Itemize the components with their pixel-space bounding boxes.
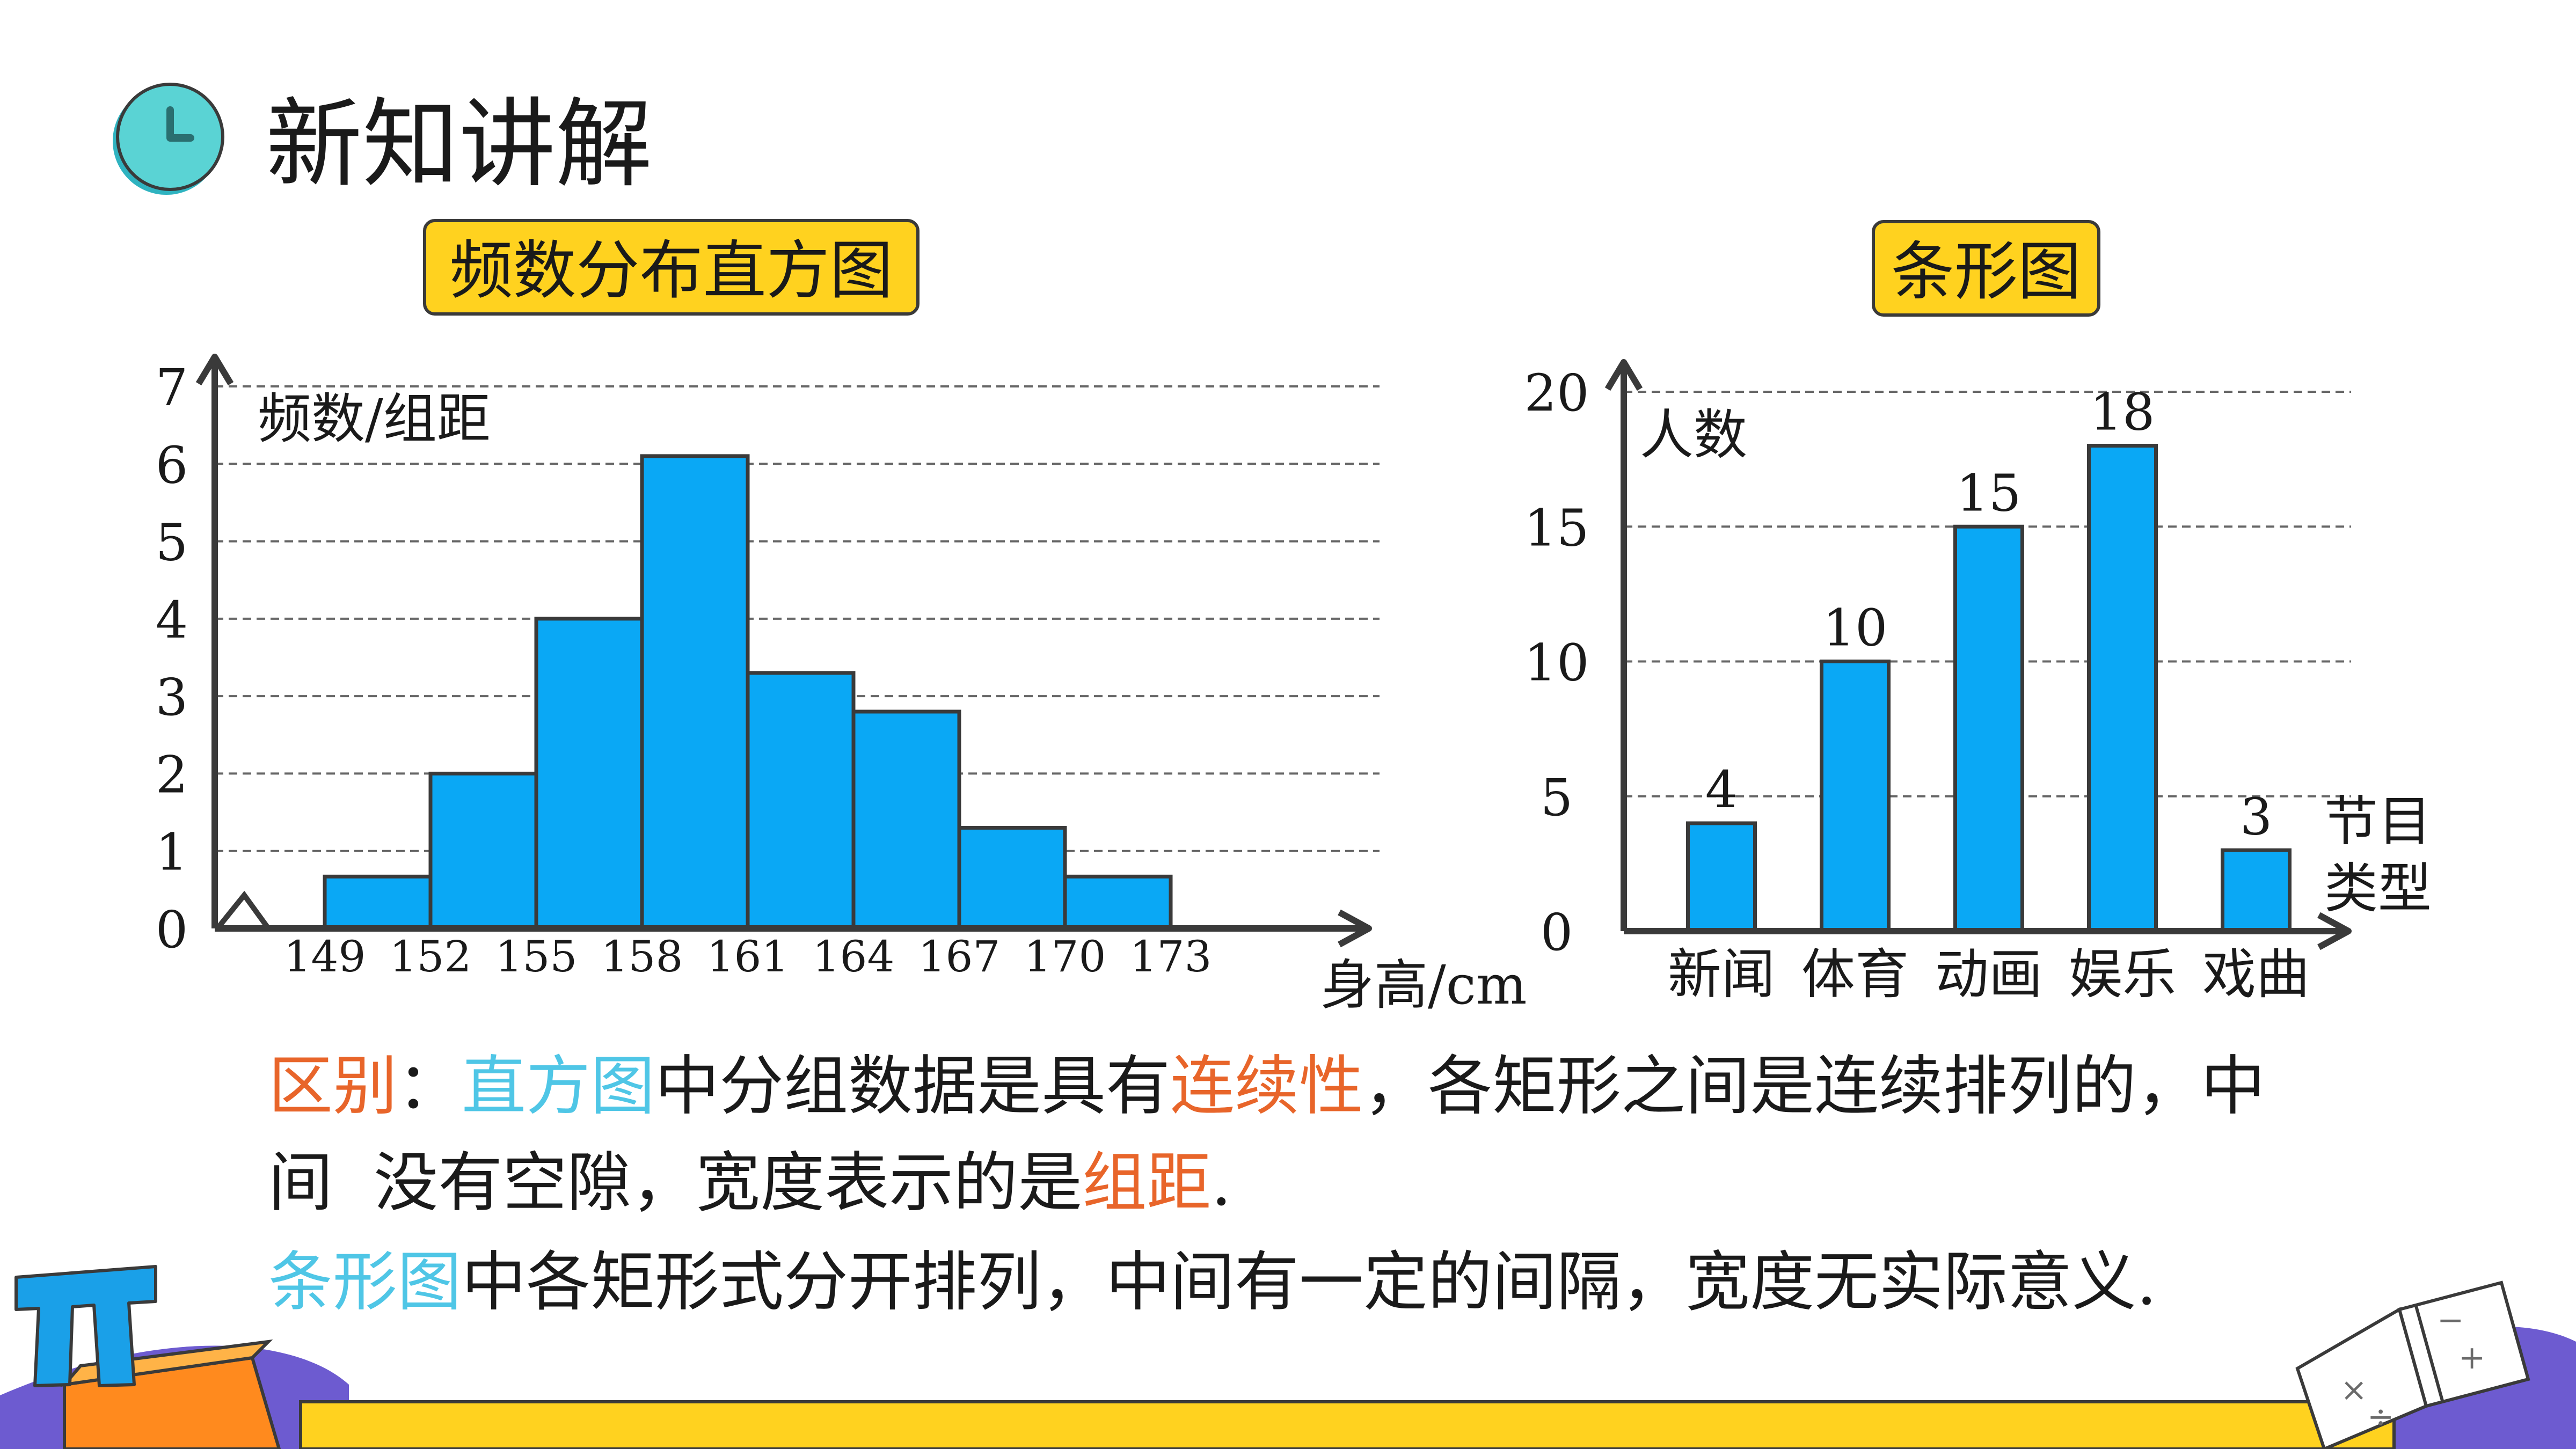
hist-ytick-label: 2 bbox=[156, 745, 188, 804]
bar-data-label: 4 bbox=[1705, 760, 1738, 819]
bar-data-label: 3 bbox=[2240, 787, 2272, 846]
svg-text:−: − bbox=[2437, 1301, 2464, 1339]
bar-ytick-label: 20 bbox=[1524, 364, 1589, 423]
text-segment: 间 没有空隙，宽度表示的是 bbox=[268, 1146, 1083, 1220]
keyword-continuity: 连续性 bbox=[1170, 1049, 1363, 1124]
bar-category-label: 体育 bbox=[1801, 943, 1909, 1006]
bar-chart-tag: 条形图 bbox=[1872, 220, 2100, 317]
keyword-difference: 区别 bbox=[268, 1049, 397, 1124]
keyword-class-width: 组距 bbox=[1082, 1146, 1212, 1220]
bar-ytick-label: 10 bbox=[1524, 634, 1589, 693]
hist-ytick-label: 7 bbox=[156, 358, 188, 418]
bar-ytick-label: 15 bbox=[1524, 499, 1589, 558]
keyword-bar-chart: 条形图 bbox=[268, 1245, 462, 1320]
bottom-decoration bbox=[0, 1326, 2576, 1449]
bar-1 bbox=[1686, 821, 1757, 933]
explanation-line-2: 间 没有空隙，宽度表示的是组距. bbox=[268, 1140, 1231, 1226]
bar-2 bbox=[1820, 660, 1891, 933]
svg-text:÷: ÷ bbox=[2367, 1398, 2394, 1436]
svg-text:+: + bbox=[2458, 1339, 2485, 1377]
explanation-line-1: 区别：直方图中分组数据是具有连续性，各矩形之间是连续排列的，中 bbox=[268, 1044, 2265, 1130]
bar-chart: 4 10 15 18 3 0 5 10 15 20 新闻 体育 动画 娱乐 戏曲 人数 节目 类型 bbox=[1524, 359, 2432, 1006]
hist-ytick-label: 1 bbox=[156, 823, 188, 882]
text-segment: 中各矩形式分开排列，中间有一定的间隔，宽度无实际意义. bbox=[462, 1245, 2157, 1320]
hist-ytick-label: 4 bbox=[156, 591, 188, 650]
hist-xtick-label: 173 bbox=[1130, 932, 1212, 982]
hist-ylabel: 频数/组距 bbox=[258, 387, 491, 450]
bar-xlabel-line2: 类型 bbox=[2324, 857, 2432, 920]
hist-bar bbox=[323, 874, 433, 931]
hist-ytick-label: 3 bbox=[156, 668, 188, 727]
bar-data-label: 15 bbox=[1957, 464, 2022, 523]
hist-xtick-label: 170 bbox=[1024, 932, 1106, 982]
hist-ytick-label: 0 bbox=[156, 901, 188, 960]
hist-xtick-label: 152 bbox=[390, 932, 472, 982]
colon: ： bbox=[397, 1049, 462, 1124]
text-segment: ，各矩形之间是连续排列的，中 bbox=[1363, 1049, 2265, 1124]
bar-3 bbox=[1953, 524, 2024, 933]
text-segment: 中分组数据是具有 bbox=[655, 1049, 1170, 1124]
hist-xtick-label: 164 bbox=[813, 932, 895, 982]
bar-4 bbox=[2087, 444, 2158, 933]
hist-xtick-label: 161 bbox=[707, 932, 789, 982]
hist-xtick-label: 158 bbox=[601, 932, 683, 982]
histogram-chart: 0 1 2 3 4 5 6 7 149 152 155 158 161 164 167 170 173 频数/… bbox=[156, 354, 1527, 1016]
hist-xtick-label: 149 bbox=[284, 932, 366, 982]
histogram-tag: 频数分布直方图 bbox=[423, 219, 920, 316]
bar-ytick-label: 5 bbox=[1541, 769, 1573, 828]
clock-icon bbox=[113, 83, 224, 195]
page-title: 新知讲解 bbox=[266, 89, 653, 201]
hist-bar bbox=[746, 671, 856, 931]
bar-category-label: 戏曲 bbox=[2202, 943, 2310, 1006]
hist-xtick-label: 167 bbox=[918, 932, 1001, 982]
bar-ytick-label: 0 bbox=[1541, 903, 1573, 962]
axis-break-mark bbox=[215, 890, 271, 931]
svg-text:×: × bbox=[2340, 1371, 2367, 1409]
bar-category-label: 动画 bbox=[1935, 943, 2042, 1006]
bar-data-label: 18 bbox=[2090, 383, 2155, 442]
keyword-histogram: 直方图 bbox=[462, 1049, 655, 1124]
pi-icon bbox=[14, 1265, 281, 1449]
book-icon: − + × ÷ bbox=[2295, 1280, 2530, 1449]
bar-xlabel-line1: 节目 bbox=[2324, 790, 2432, 853]
hist-xtick-label: 155 bbox=[495, 932, 578, 982]
hist-ytick-label: 6 bbox=[156, 436, 188, 495]
hist-ytick-label: 5 bbox=[156, 514, 188, 573]
bar-category-label: 娱乐 bbox=[2069, 943, 2176, 1006]
bar-5 bbox=[2221, 848, 2292, 933]
bar-category-label: 新闻 bbox=[1668, 943, 1775, 1006]
hist-bar bbox=[640, 454, 750, 931]
text-segment: . bbox=[1211, 1146, 1232, 1220]
bar-ylabel: 人数 bbox=[1640, 404, 1747, 466]
explanation-line-3: 条形图中各矩形式分开排列，中间有一定的间隔，宽度无实际意义. bbox=[268, 1240, 2157, 1326]
hist-bar bbox=[957, 825, 1067, 931]
hist-bar bbox=[851, 709, 961, 931]
hist-xlabel: 身高/cm bbox=[1320, 954, 1527, 1016]
bar-data-label: 10 bbox=[1823, 599, 1888, 658]
